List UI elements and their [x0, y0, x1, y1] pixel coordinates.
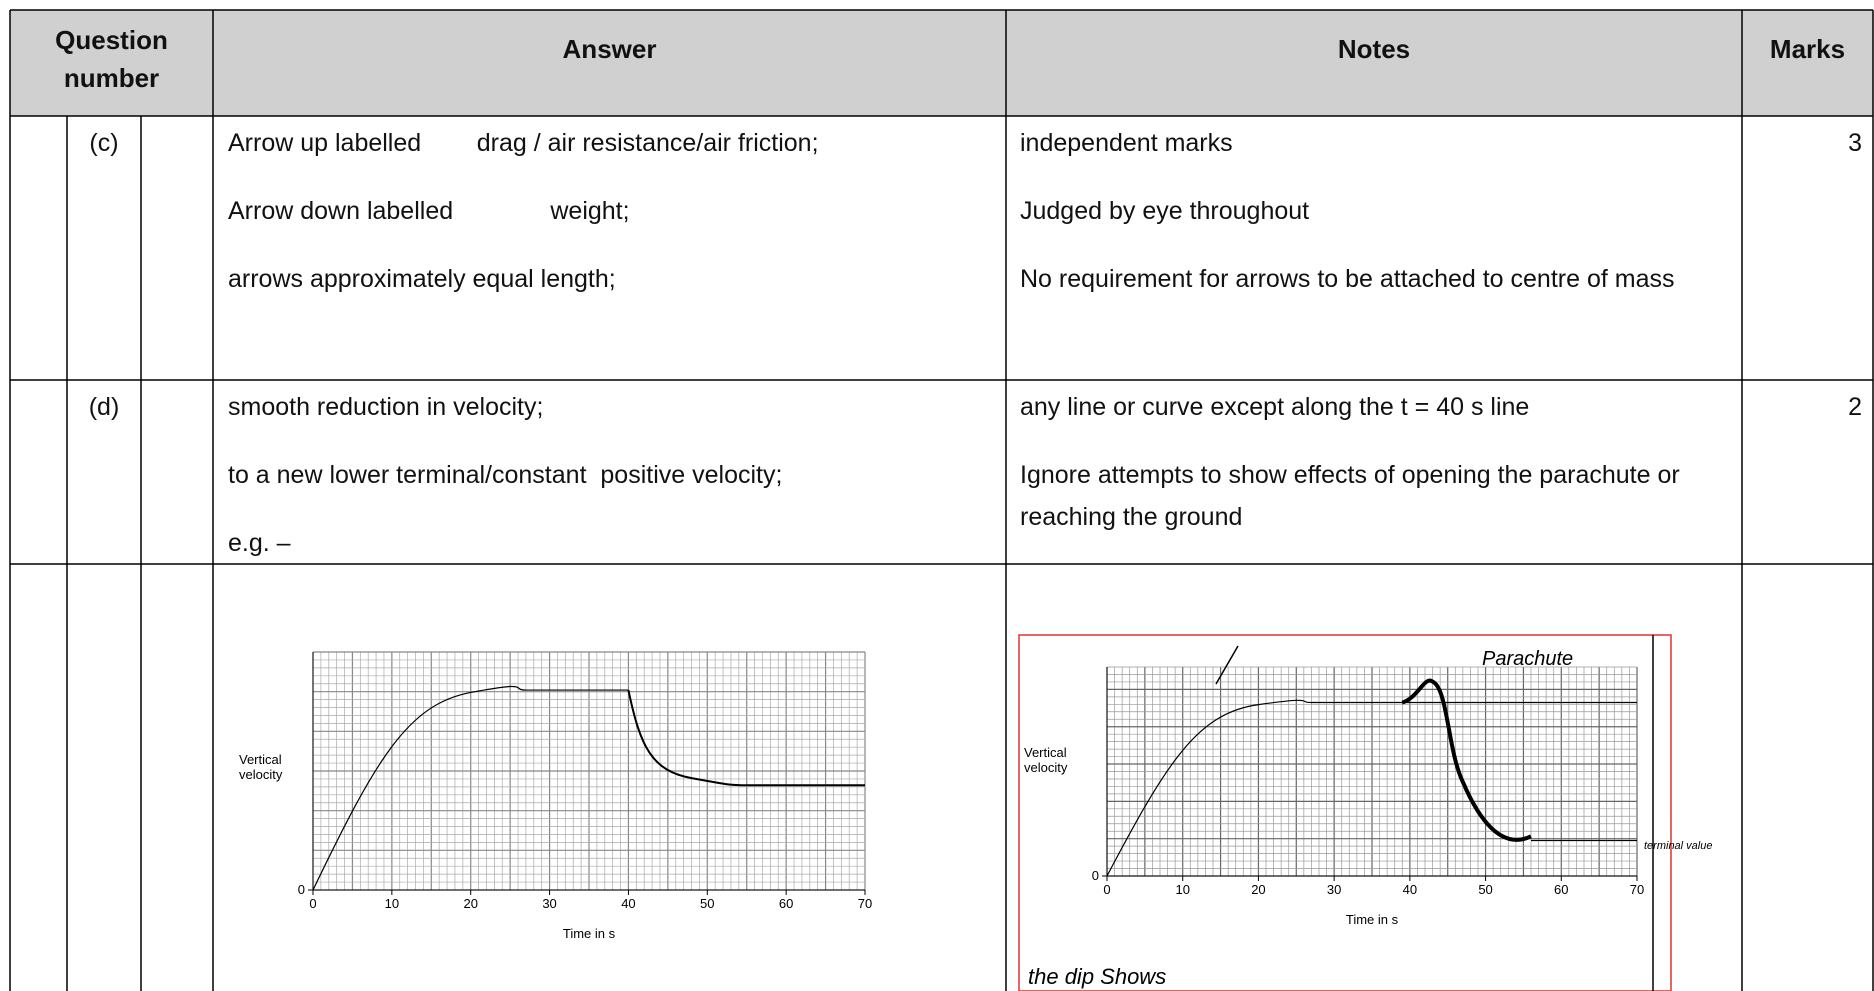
- header-question: Question number: [10, 10, 213, 97]
- answer-cell: smooth reduction in velocity; to a new lo…: [228, 386, 998, 590]
- page: Question number Answer Notes Marks 01020…: [0, 0, 1874, 991]
- handwriting: Parachute: [1482, 648, 1573, 670]
- notes-line: any line or curve except along the t = 4…: [1020, 386, 1732, 428]
- x-tick-label: 50: [1478, 882, 1492, 897]
- x-axis-label: Time in s: [1346, 912, 1399, 927]
- answer-line: smooth reduction in velocity;: [228, 386, 998, 428]
- notes-line: independent marks: [1020, 122, 1732, 164]
- x-tick-label: 20: [463, 896, 477, 911]
- x-tick-label: 60: [779, 896, 793, 911]
- x-tick-label: 10: [1175, 882, 1189, 897]
- marks: 2: [1762, 386, 1862, 428]
- marks: 3: [1762, 122, 1862, 164]
- x-tick-label: 50: [700, 896, 714, 911]
- header-notes: Notes: [1006, 30, 1742, 68]
- x-tick-label: 10: [385, 896, 399, 911]
- y-tick-label: 0: [1092, 868, 1099, 883]
- y-tick-label: 0: [298, 882, 305, 897]
- x-tick-label: 0: [1103, 882, 1110, 897]
- arrow: [1216, 646, 1238, 684]
- header-marks: Marks: [1742, 30, 1873, 68]
- x-tick-label: 20: [1251, 882, 1265, 897]
- notes-cell: any line or curve except along the t = 4…: [1020, 386, 1732, 564]
- notes-line: Judged by eye throughout: [1020, 190, 1732, 232]
- notes-cell: independent marks Judged by eye throughou…: [1020, 122, 1732, 326]
- x-tick-label: 70: [858, 896, 872, 911]
- answer-line: arrows approximately equal length;: [228, 258, 998, 300]
- x-tick-label: 0: [309, 896, 316, 911]
- x-tick-label: 40: [1403, 882, 1417, 897]
- answer-line: to a new lower terminal/constant positiv…: [228, 454, 998, 496]
- header-answer: Answer: [213, 30, 1006, 68]
- answer-cell: Arrow up labelled drag / air resistance/…: [228, 122, 998, 326]
- answer-line: e.g. –: [228, 522, 998, 564]
- answer-line: Arrow down labelled weight;: [228, 190, 998, 232]
- scan-frame: [1019, 635, 1671, 991]
- handwriting: terminal value: [1644, 840, 1712, 852]
- notes-line: Ignore attempts to show effects of openi…: [1020, 454, 1732, 538]
- x-tick-label: 70: [1630, 882, 1644, 897]
- x-axis-label: Time in s: [563, 926, 616, 941]
- handwriting: the dip Shows: [1028, 964, 1166, 989]
- x-tick-label: 40: [621, 896, 635, 911]
- x-tick-label: 30: [542, 896, 556, 911]
- answer-line: Arrow up labelled drag / air resistance/…: [228, 122, 998, 164]
- notes-line: No requirement for arrows to be attached…: [1020, 258, 1732, 300]
- part-label: (c): [67, 122, 141, 164]
- x-tick-label: 60: [1554, 882, 1568, 897]
- x-tick-label: 30: [1327, 882, 1341, 897]
- part-label: (d): [67, 386, 141, 428]
